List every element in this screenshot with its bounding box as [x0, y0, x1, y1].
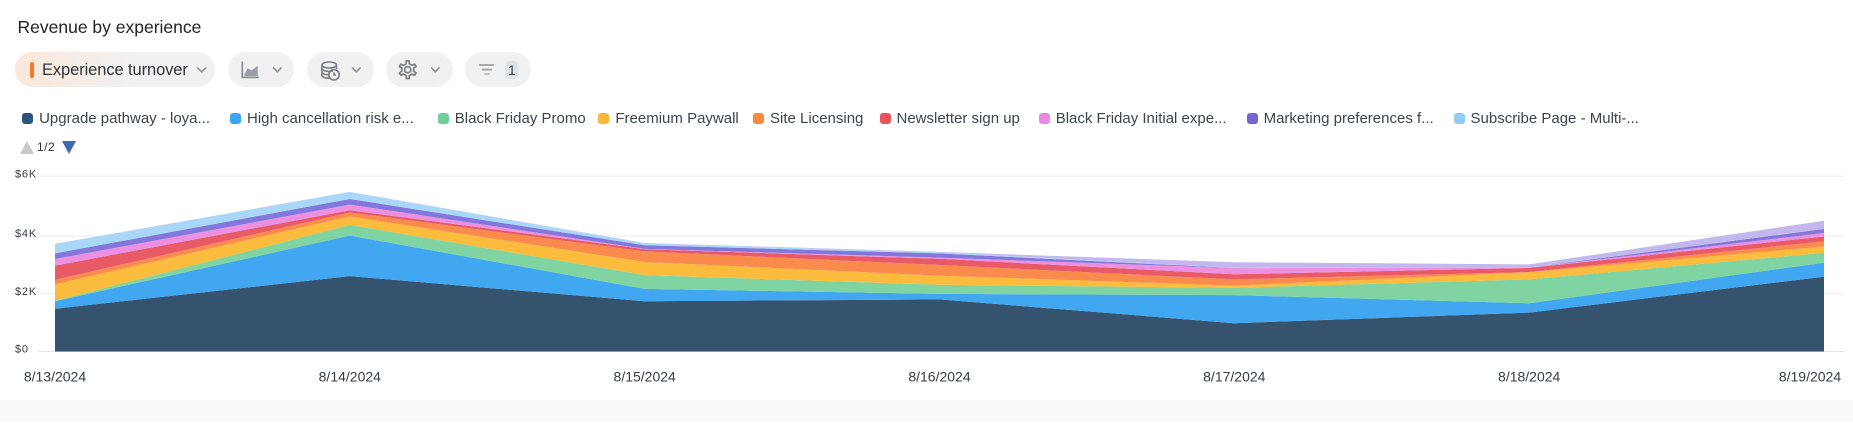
svg-text:8/17/2024: 8/17/2024: [1203, 368, 1265, 384]
svg-text:8/18/2024: 8/18/2024: [1498, 368, 1560, 384]
svg-text:8/14/2024: 8/14/2024: [319, 368, 381, 384]
svg-text:$4K: $4K: [15, 228, 37, 240]
svg-text:$2K: $2K: [15, 286, 37, 298]
svg-text:1: 1: [508, 63, 516, 78]
svg-text:8/13/2024: 8/13/2024: [24, 368, 86, 384]
svg-text:8/16/2024: 8/16/2024: [908, 368, 970, 384]
svg-text:8/15/2024: 8/15/2024: [614, 368, 676, 384]
svg-text:$6K: $6K: [15, 168, 37, 180]
svg-text:8/19/2024: 8/19/2024: [1779, 368, 1841, 384]
svg-text:$0: $0: [15, 344, 29, 356]
